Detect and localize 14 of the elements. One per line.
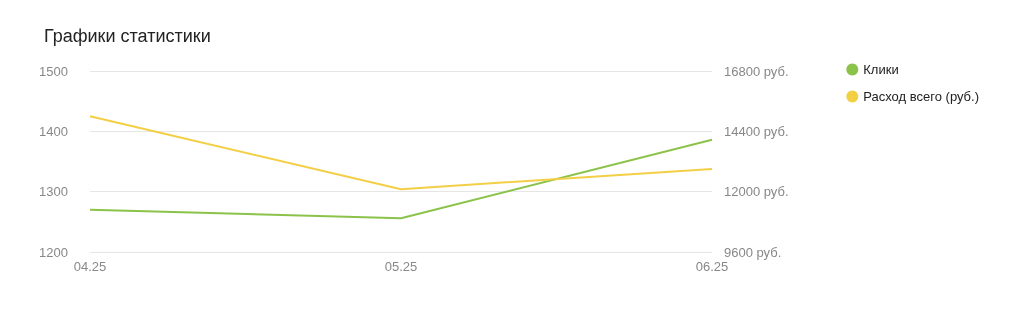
y-tick-label: 1200 (39, 244, 68, 260)
chart-title: Графики статистики (44, 26, 211, 46)
x-tick-label: 05.25 (384, 259, 418, 274)
x-tick-label: 04.25 (73, 259, 107, 274)
legend-label: Расход всего (руб.) (863, 89, 979, 104)
y2-tick-label: 9600 руб. (724, 244, 782, 260)
y-tick-label: 1400 (39, 123, 68, 139)
y-tick-label: 1500 (39, 63, 68, 79)
y-tick-label: 1300 (39, 184, 68, 200)
y2-tick-label: 16800 руб. (724, 63, 789, 79)
legend-label: Клики (863, 62, 899, 77)
y2-tick-label: 14400 руб. (724, 123, 789, 139)
y2-tick-label: 12000 руб. (724, 184, 789, 200)
x-tick-label: 06.25 (695, 259, 729, 274)
